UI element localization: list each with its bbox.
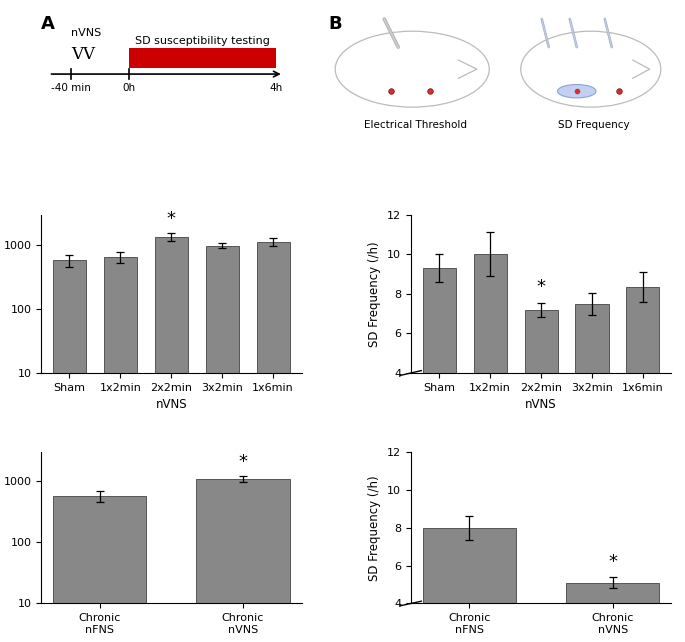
Text: nVNS: nVNS [71, 28, 101, 37]
Bar [626, 287, 660, 452]
Text: SD Frequency: SD Frequency [558, 121, 630, 130]
Y-axis label: SD Frequency (/h): SD Frequency (/h) [369, 475, 382, 580]
Text: *: * [536, 279, 545, 297]
Text: Electrical Threshold: Electrical Threshold [364, 121, 467, 130]
Text: SD susceptibility testing: SD susceptibility testing [135, 36, 270, 46]
Text: A: A [41, 15, 55, 33]
Text: -40 min: -40 min [51, 83, 91, 92]
Text: VV: VV [71, 46, 95, 63]
Text: *: * [238, 453, 247, 471]
Bar [155, 237, 188, 642]
Text: 4h: 4h [270, 83, 283, 92]
Bar [206, 246, 239, 642]
Bar [53, 496, 146, 642]
Bar [525, 309, 558, 452]
Bar [566, 583, 660, 642]
Bar [473, 254, 507, 452]
Text: B: B [328, 15, 342, 33]
Circle shape [558, 85, 596, 98]
Bar [53, 260, 86, 642]
Bar [257, 241, 290, 642]
Bar [423, 268, 456, 452]
Bar [575, 304, 608, 452]
Bar [104, 257, 137, 642]
Text: *: * [167, 211, 176, 229]
Text: *: * [608, 553, 617, 571]
Y-axis label: SD Frequency (/h): SD Frequency (/h) [369, 241, 382, 347]
Text: 0h: 0h [122, 83, 135, 92]
Bar [197, 479, 290, 642]
Bar [423, 528, 516, 642]
X-axis label: nVNS: nVNS [525, 398, 557, 412]
Bar [129, 48, 276, 68]
X-axis label: nVNS: nVNS [155, 398, 187, 412]
